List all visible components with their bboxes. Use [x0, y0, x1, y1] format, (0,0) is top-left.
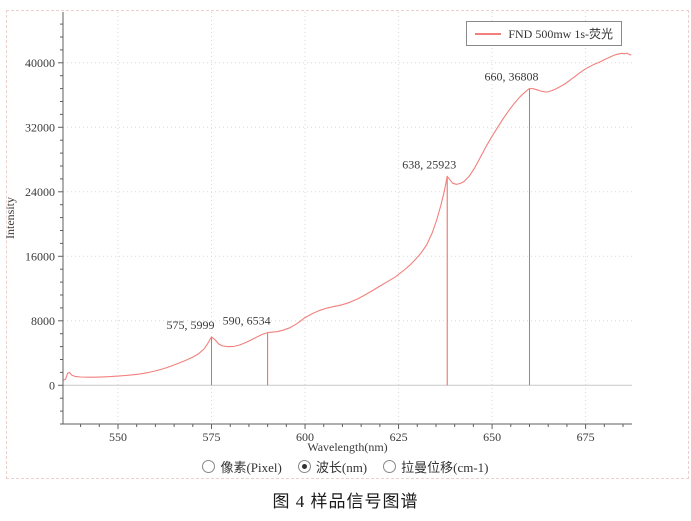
y-tick-label: 32000	[25, 120, 55, 134]
peak-annotation: 638, 25923	[402, 157, 456, 171]
radio-raman-shift-label: 拉曼位移(cm-1)	[401, 460, 489, 475]
peak-annotation: 660, 36808	[484, 70, 538, 84]
legend: FND 500mw 1s-荧光	[466, 21, 622, 46]
legend-label: FND 500mw 1s-荧光	[508, 27, 613, 41]
y-tick-label: 0	[49, 378, 55, 392]
radio-circle-icon[interactable]	[297, 460, 311, 473]
peak-annotation: 590, 6534	[223, 314, 271, 328]
spectrum-plot: 550 575 600 625 650 675 0 8000 16000 24000 32000 40…	[3, 12, 632, 454]
y-axis-title: Intensity	[3, 197, 17, 239]
x-tick-label: 675	[577, 430, 595, 444]
radio-raman-shift[interactable]: 拉曼位移(cm-1)	[383, 457, 489, 476]
x-tick-label: 650	[483, 430, 501, 444]
radio-circle-icon[interactable]	[202, 460, 216, 473]
radio-wavelength[interactable]: 波长(nm)	[297, 457, 368, 476]
x-tick-label: 575	[203, 430, 221, 444]
x-tick-label: 625	[390, 430, 408, 444]
x-tick-label: 600	[296, 430, 314, 444]
y-tick-label: 16000	[25, 249, 55, 263]
radio-circle-icon[interactable]	[383, 460, 397, 473]
x-axis-unit-radio-group: 像素(Pixel) 波长(nm) 拉曼位移(cm-1)	[0, 457, 691, 476]
x-axis-title: Wavelength(nm)	[307, 440, 387, 454]
y-tick-label: 40000	[25, 56, 55, 70]
y-tick-label: 24000	[25, 185, 55, 199]
legend-line-sample	[475, 32, 502, 35]
radio-wavelength-label: 波长(nm)	[315, 460, 368, 475]
spectrum-line	[63, 52, 632, 381]
figure-caption: 图 4 样品信号图谱	[272, 492, 419, 511]
y-tick-label: 8000	[31, 314, 55, 328]
radio-pixel[interactable]: 像素(Pixel)	[202, 457, 282, 476]
peak-annotation: 575, 5999	[167, 318, 215, 332]
x-tick-label: 550	[109, 430, 127, 444]
radio-pixel-label: 像素(Pixel)	[220, 460, 282, 475]
